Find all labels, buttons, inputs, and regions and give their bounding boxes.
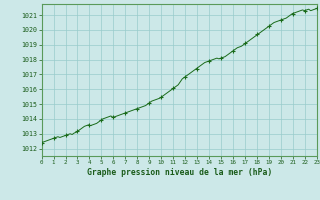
X-axis label: Graphe pression niveau de la mer (hPa): Graphe pression niveau de la mer (hPa): [87, 168, 272, 177]
